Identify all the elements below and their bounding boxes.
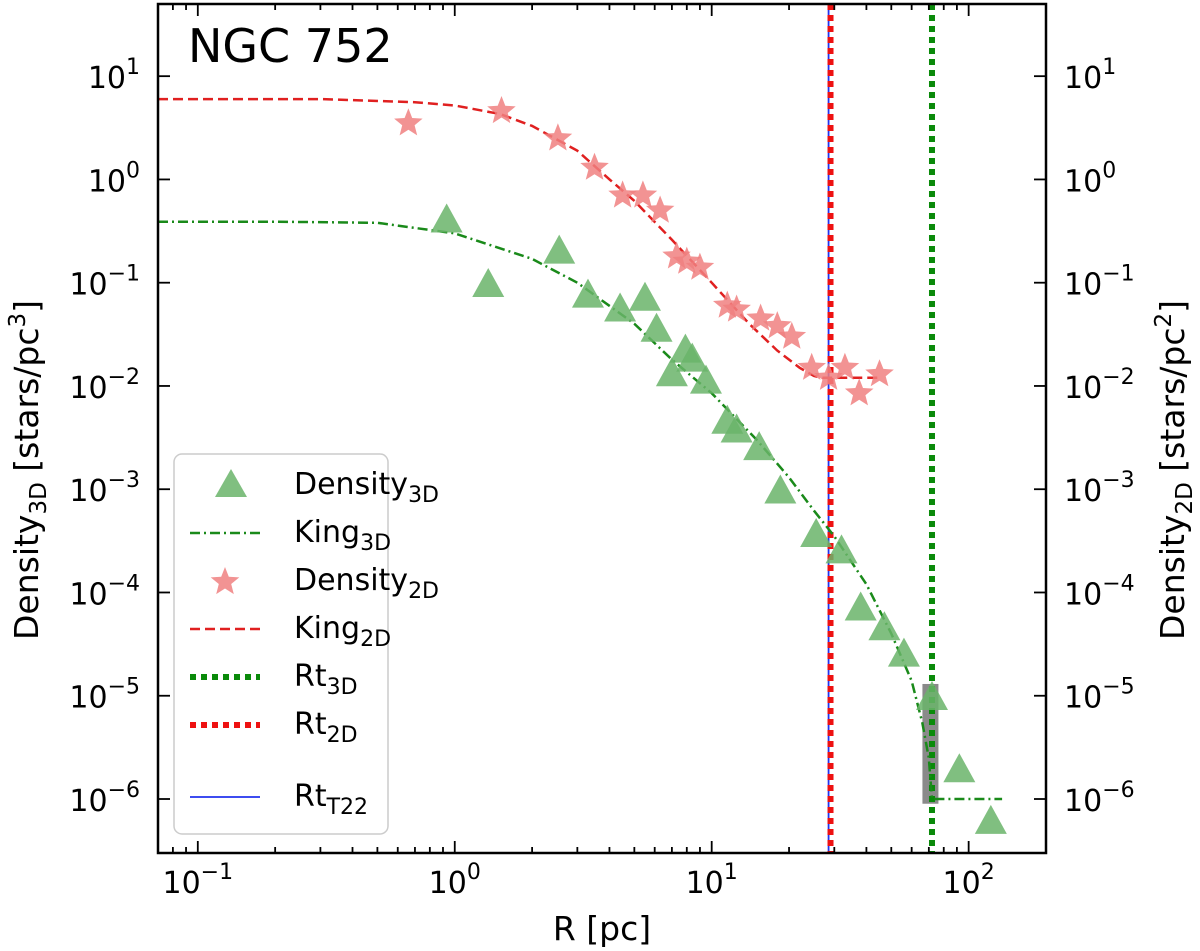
legend-label-rt3d: Rt3D (294, 659, 358, 700)
legend: Density3D King3D Density2D King2D Rt3D R… (173, 453, 439, 835)
plot-frame (156, 2, 1048, 855)
density2d-point (672, 246, 702, 274)
x-tick-label: 102 (943, 860, 995, 901)
y-tick-label-right: 10−2 (1064, 365, 1135, 406)
legend-label-king2d: King2D (294, 611, 391, 652)
data-layer (158, 4, 1007, 853)
density3d-point (915, 681, 948, 711)
legend-label-rt2d: Rt2D (294, 707, 358, 748)
density2d-point (713, 290, 742, 318)
density2d-point (685, 252, 715, 280)
tick-layer: 10−1 100 101 102 101 101 100 100 10−1 10−1 10−2 10−… (69, 4, 1135, 901)
legend-label-king3d: King3D (294, 515, 391, 556)
density3d-point (430, 203, 463, 233)
density3d-point (472, 267, 505, 297)
density3d-point (628, 281, 661, 311)
y-axis-label-left: Density3D [stars/pc3] (5, 300, 52, 640)
y-tick-label-left: 10−6 (69, 778, 140, 819)
density3d-point (604, 292, 637, 322)
y-tick-label-right: 10−6 (1064, 778, 1135, 819)
x-tick-label: 101 (686, 860, 738, 901)
density2d-point (628, 180, 658, 208)
density3d-point (764, 474, 797, 504)
density2d-point (865, 359, 894, 387)
ylabel-left-sup: 3 (5, 313, 31, 328)
legend-label-rtT22: RtT22 (294, 779, 368, 820)
y-tick-label-left: 10−2 (69, 365, 140, 406)
density2d-point (662, 241, 691, 269)
density3d-point (676, 342, 709, 372)
x-axis-label: R [pc] (553, 909, 651, 948)
y-tick-label-left: 10−4 (69, 571, 140, 612)
density3d-point (825, 534, 858, 564)
density3d-point (689, 364, 722, 394)
ylabel-left-unit: [stars/pc (7, 328, 46, 483)
density2d-point (777, 321, 807, 349)
y-tick-label-right: 100 (1064, 158, 1116, 199)
density2d-point (580, 152, 609, 180)
y-tick-label-right: 10−5 (1064, 675, 1135, 716)
density2d-point (394, 108, 423, 136)
y-tick-label-left: 10−3 (69, 468, 140, 509)
y-tick-label-right: 101 (1064, 55, 1116, 96)
density2d-point (543, 123, 573, 151)
chart-title: NGC 752 (188, 19, 393, 73)
density2d-point (487, 96, 516, 124)
ylabel-right-sup: 2 (1151, 313, 1177, 328)
y-axis-label-right: Density2D [stars/pc2] (1151, 300, 1198, 640)
ylabel-right-close: ] (1153, 300, 1192, 313)
x-tick-label: 100 (429, 860, 481, 901)
density3d-point (743, 431, 776, 461)
density2d-point (830, 352, 860, 380)
ylabel-left-close: ] (7, 300, 46, 313)
legend-label-density3d: Density3D (294, 467, 439, 508)
ylabel-left-main: Density (7, 515, 46, 640)
density3d-point (974, 804, 1007, 834)
density3d-point (844, 591, 877, 621)
ylabel-left-sub: 3D (26, 482, 52, 514)
density2d-point (814, 362, 843, 390)
ylabel-right-sub: 2D (1172, 482, 1198, 514)
density3d-point (655, 357, 688, 387)
density3d-point (800, 518, 833, 548)
density2d-point (608, 180, 637, 208)
y-tick-label-right: 10−3 (1064, 468, 1135, 509)
density2d-point (763, 311, 792, 339)
density2d-point (746, 303, 775, 331)
y-tick-label-right: 10−4 (1064, 571, 1135, 612)
density3d-point (868, 611, 901, 641)
y-tick-label-left: 10−5 (69, 675, 140, 716)
ylabel-right-main: Density (1153, 515, 1192, 640)
density3d-point (943, 753, 976, 783)
density3d-point (571, 278, 604, 308)
legend-marker-density3d (215, 469, 247, 497)
density2d-point (844, 378, 874, 406)
x-tick-label: 10−1 (162, 860, 233, 901)
density3d-point (543, 234, 576, 264)
legend-box (173, 453, 389, 835)
density2d-point (797, 352, 826, 380)
legend-label-density2d: Density2D (294, 563, 439, 604)
y-tick-label-left: 101 (88, 55, 140, 96)
density3d-point (887, 637, 920, 667)
ylabel-right-unit: [stars/pc (1153, 328, 1192, 483)
y-tick-label-left: 100 (88, 158, 140, 199)
king2d-curve (158, 97, 882, 380)
density2d-point (722, 294, 751, 322)
king3d-curve (158, 220, 1003, 801)
density3d-point (720, 413, 753, 443)
density2d-point (645, 195, 675, 223)
y-tick-label-left: 10−1 (69, 262, 140, 303)
legend-marker-density2d (210, 567, 240, 595)
y-tick-label-right: 10−1 (1064, 262, 1135, 303)
density3d-point (640, 312, 673, 342)
